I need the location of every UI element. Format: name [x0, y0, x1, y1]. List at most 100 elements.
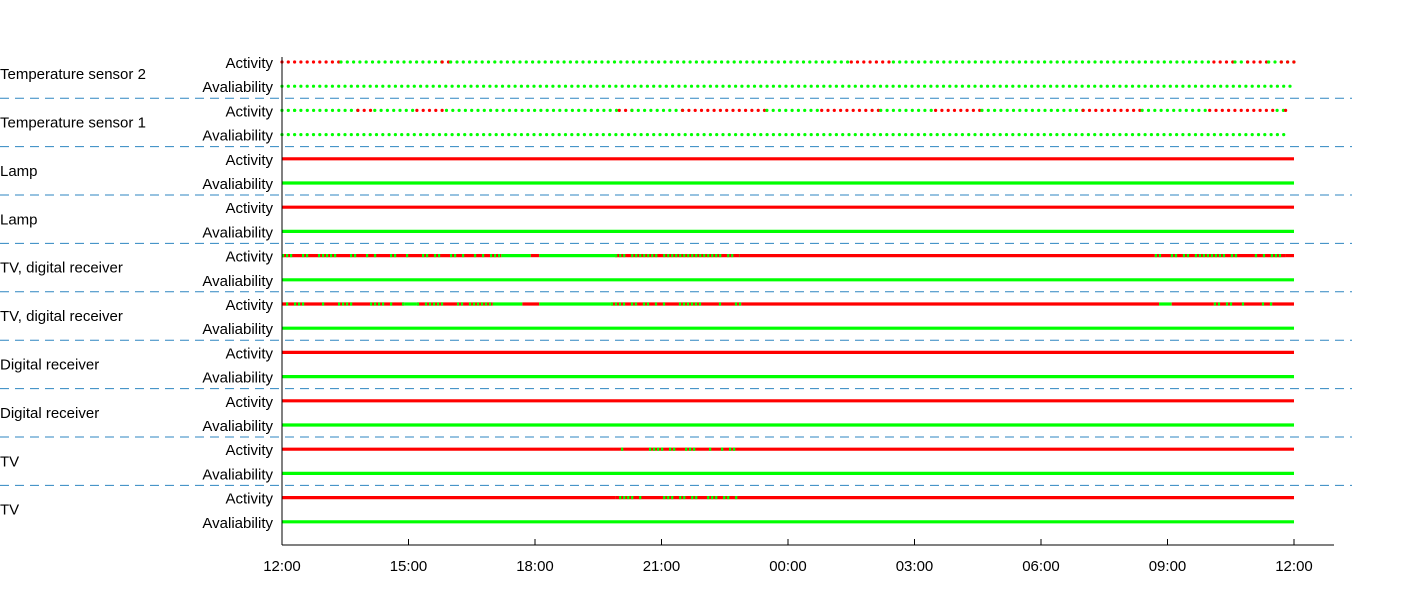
activity-dot	[1017, 133, 1021, 137]
activity-dot	[383, 60, 387, 64]
activity-dot	[356, 108, 360, 112]
activity-dot	[917, 108, 921, 112]
activity-dot	[520, 108, 524, 112]
activity-dot	[1162, 60, 1166, 64]
activity-dot	[941, 133, 946, 137]
activity-dot	[1074, 60, 1078, 64]
activity-dot	[1118, 84, 1122, 88]
row-label-availability: Avaliability	[202, 224, 273, 241]
activity-dot	[872, 133, 876, 137]
activity-dot	[740, 133, 744, 137]
activity-dot	[681, 108, 685, 112]
activity-dot	[537, 60, 541, 64]
activity-dot	[1191, 108, 1195, 112]
activity-dot	[337, 60, 341, 64]
activity-dot	[339, 60, 343, 64]
x-tick-label: 09:00	[1149, 558, 1187, 575]
device-series	[282, 447, 1294, 475]
activity-dot	[312, 108, 316, 112]
activity-dot	[1184, 108, 1188, 112]
device-series	[282, 205, 1294, 233]
activity-dot	[652, 84, 656, 88]
activity-dot	[721, 84, 725, 88]
activity-dot	[675, 60, 680, 64]
activity-dot	[377, 60, 381, 64]
activity-dot	[549, 60, 554, 64]
activity-dot	[518, 60, 522, 64]
activity-dot	[364, 60, 368, 64]
activity-dot	[1175, 84, 1179, 88]
activity-dot	[1256, 84, 1261, 88]
activity-dot	[582, 84, 587, 88]
activity-dot	[440, 60, 444, 64]
activity-dot	[828, 133, 832, 137]
activity-dot	[412, 133, 416, 137]
activity-dot	[638, 60, 642, 64]
activity-dot	[864, 108, 868, 112]
activity-dot	[740, 84, 744, 88]
device-series	[282, 254, 1294, 282]
device-series	[280, 60, 1296, 88]
activity-dot	[398, 108, 402, 112]
activity-dot	[570, 133, 574, 137]
activity-dot	[1149, 84, 1153, 88]
activity-dot	[934, 108, 938, 112]
row-label-activity: Activity	[225, 394, 273, 411]
activity-dot	[475, 84, 479, 88]
activity-dot	[759, 84, 763, 88]
activity-dot	[1197, 108, 1201, 112]
activity-dot	[745, 60, 749, 64]
activity-segment-off	[1279, 60, 1296, 64]
activity-dot	[1200, 60, 1204, 64]
activity-dot	[305, 84, 309, 88]
activity-dot	[1168, 84, 1172, 88]
activity-dot	[661, 108, 666, 112]
activity-dot	[1193, 84, 1198, 88]
activity-dot	[324, 133, 328, 137]
activity-segment-off	[820, 108, 881, 112]
activity-dot	[532, 133, 536, 137]
activity-dot	[874, 60, 879, 64]
activity-dot	[608, 108, 612, 112]
activity-dot	[718, 108, 723, 112]
activity-dot	[330, 133, 334, 137]
activity-dot	[929, 84, 933, 88]
activity-dot	[756, 108, 760, 112]
activity-dot	[917, 60, 921, 64]
activity-dot	[815, 108, 819, 112]
activity-dot	[727, 133, 731, 137]
activity-dot	[827, 60, 831, 64]
activity-dot	[373, 108, 377, 112]
activity-dot	[929, 133, 933, 137]
availability-segment-on	[280, 133, 1286, 137]
activity-dot	[533, 108, 537, 112]
activity-dot	[677, 84, 681, 88]
activity-dot	[1049, 60, 1053, 64]
activity-dot	[750, 108, 754, 112]
activity-dot	[612, 60, 617, 64]
activity-segment-on	[765, 108, 819, 112]
activity-dot	[513, 84, 517, 88]
activity-dot	[488, 133, 492, 137]
activity-dot	[393, 133, 397, 137]
activity-dot	[1030, 60, 1034, 64]
activity-dot	[1169, 60, 1173, 64]
activity-dot	[318, 108, 322, 112]
activity-dot	[803, 133, 807, 137]
activity-dot	[482, 133, 486, 137]
activity-segment-off	[280, 60, 341, 64]
activity-dot	[809, 108, 813, 112]
activity-dot	[776, 60, 780, 64]
activity-dot	[696, 133, 700, 137]
activity-dot	[449, 60, 453, 64]
activity-dot	[514, 108, 518, 112]
activity-dot	[746, 133, 750, 137]
activity-dot	[538, 133, 542, 137]
activity-dot	[986, 84, 990, 88]
activity-dot	[1231, 133, 1235, 137]
activity-segment-off	[415, 108, 444, 112]
activity-dot	[952, 108, 957, 112]
activity-dot	[1105, 133, 1109, 137]
activity-dot	[1193, 133, 1198, 137]
